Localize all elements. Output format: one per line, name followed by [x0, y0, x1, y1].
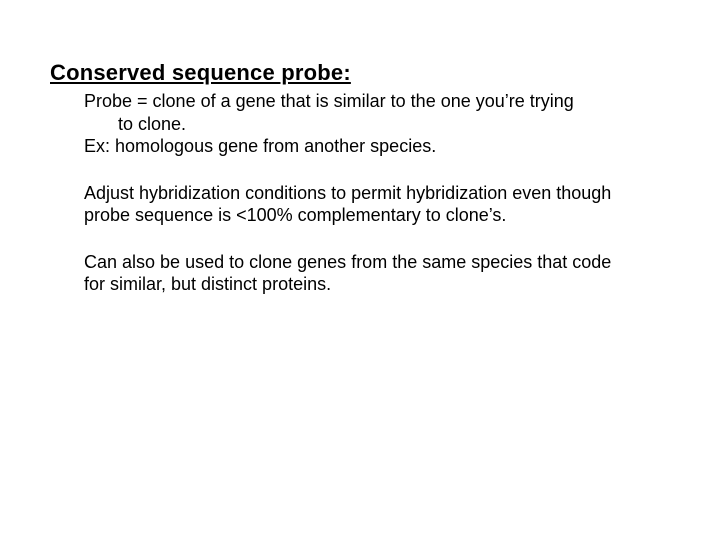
p3-line1: Can also be used to clone genes from the…: [84, 251, 670, 274]
p1-line3: Ex: homologous gene from another species…: [84, 135, 670, 158]
p3-line2: for similar, but distinct proteins.: [84, 273, 670, 296]
slide: Conserved sequence probe: Probe = clone …: [0, 0, 720, 540]
paragraph-1: Probe = clone of a gene that is similar …: [84, 90, 670, 158]
slide-body: Probe = clone of a gene that is similar …: [84, 90, 670, 296]
slide-heading: Conserved sequence probe:: [50, 60, 670, 86]
p2-line1: Adjust hybridization conditions to permi…: [84, 182, 670, 205]
paragraph-3: Can also be used to clone genes from the…: [84, 251, 670, 296]
p1-line1: Probe = clone of a gene that is similar …: [84, 90, 670, 113]
p1-line2: to clone.: [118, 113, 670, 136]
p2-line2: probe sequence is <100% complementary to…: [84, 204, 670, 227]
paragraph-2: Adjust hybridization conditions to permi…: [84, 182, 670, 227]
